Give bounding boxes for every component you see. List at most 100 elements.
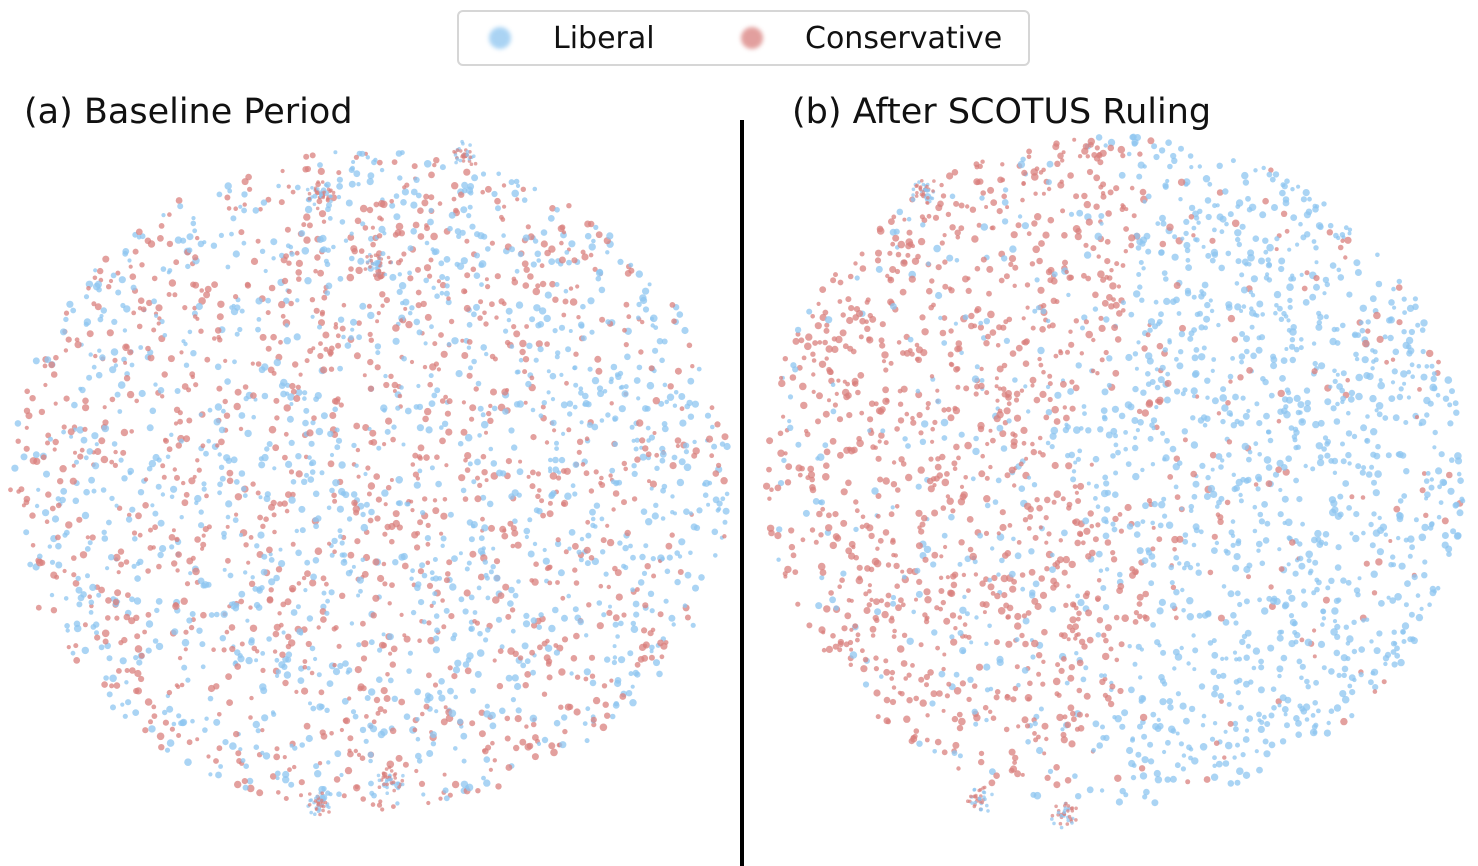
point-conservative <box>958 202 965 209</box>
point-liberal <box>776 526 783 533</box>
point-conservative <box>572 567 578 573</box>
point-liberal <box>213 718 221 726</box>
point-liberal <box>664 568 671 575</box>
point-conservative <box>795 464 803 472</box>
point-liberal <box>1432 445 1437 450</box>
point-liberal <box>341 334 346 340</box>
point-liberal <box>1179 645 1184 651</box>
point-liberal <box>155 483 162 490</box>
point-liberal <box>1192 667 1197 672</box>
point-liberal <box>572 365 577 371</box>
point-conservative <box>644 563 651 570</box>
point-liberal <box>351 564 356 569</box>
point-conservative <box>896 340 902 345</box>
point-liberal <box>357 257 365 265</box>
point-conservative <box>1268 167 1274 173</box>
point-conservative <box>162 719 169 726</box>
point-conservative <box>973 178 981 186</box>
point-liberal <box>437 576 443 581</box>
point-conservative <box>1139 188 1147 196</box>
point-liberal <box>541 736 549 744</box>
point-conservative <box>199 288 204 293</box>
point-conservative <box>422 364 428 370</box>
point-conservative <box>100 455 109 464</box>
point-conservative <box>1108 646 1114 652</box>
point-liberal <box>94 630 99 636</box>
point-conservative <box>399 612 404 618</box>
point-liberal <box>448 211 456 219</box>
point-liberal <box>1341 672 1347 678</box>
point-conservative <box>368 265 372 269</box>
point-liberal <box>1359 320 1364 325</box>
point-liberal <box>345 570 353 577</box>
point-liberal <box>458 596 465 603</box>
point-liberal <box>460 487 467 494</box>
point-conservative <box>318 689 325 696</box>
point-conservative <box>956 455 961 461</box>
point-liberal <box>1220 418 1226 425</box>
point-conservative <box>930 439 935 444</box>
point-liberal <box>1371 511 1377 517</box>
point-liberal <box>495 616 503 623</box>
point-conservative <box>200 611 207 619</box>
point-conservative <box>823 462 830 470</box>
point-liberal <box>1446 551 1452 557</box>
point-conservative <box>409 359 415 365</box>
point-liberal <box>1260 312 1265 317</box>
point-conservative <box>1062 405 1068 410</box>
point-liberal <box>466 213 472 219</box>
point-conservative <box>518 459 523 464</box>
point-liberal <box>1130 133 1137 141</box>
point-liberal <box>608 604 612 609</box>
point-liberal <box>454 228 462 235</box>
point-conservative <box>832 643 839 650</box>
point-conservative <box>23 407 31 414</box>
point-conservative <box>1067 172 1074 179</box>
point-conservative <box>558 256 566 264</box>
point-liberal <box>523 527 531 535</box>
point-liberal <box>1449 388 1455 395</box>
point-liberal <box>382 231 387 236</box>
point-conservative <box>1275 698 1282 705</box>
point-conservative <box>250 361 255 366</box>
point-liberal <box>356 182 361 187</box>
point-liberal <box>407 650 413 656</box>
point-liberal <box>509 246 515 253</box>
point-liberal <box>1325 585 1331 591</box>
point-conservative <box>832 402 839 408</box>
point-conservative <box>1129 185 1135 191</box>
point-liberal <box>404 407 412 415</box>
point-conservative <box>462 496 469 502</box>
point-liberal <box>117 409 123 414</box>
point-conservative <box>941 315 948 321</box>
point-liberal <box>1296 496 1303 503</box>
point-conservative <box>1147 137 1155 145</box>
point-liberal <box>1420 319 1428 327</box>
point-liberal <box>516 579 521 584</box>
point-conservative <box>274 746 280 752</box>
point-conservative <box>278 339 283 345</box>
point-liberal <box>328 792 333 797</box>
point-liberal <box>1170 152 1177 160</box>
point-liberal <box>393 193 400 199</box>
point-conservative <box>973 572 979 577</box>
point-liberal <box>1402 310 1407 315</box>
point-conservative <box>415 302 422 309</box>
point-conservative <box>967 546 974 553</box>
point-liberal <box>536 741 542 747</box>
point-liberal <box>977 532 983 539</box>
point-liberal <box>1386 317 1393 324</box>
point-liberal <box>482 559 488 565</box>
point-conservative <box>160 394 165 399</box>
point-liberal <box>1263 249 1269 255</box>
point-liberal <box>368 780 374 787</box>
point-conservative <box>939 453 946 461</box>
point-conservative <box>777 449 785 457</box>
point-conservative <box>280 168 285 174</box>
point-conservative <box>321 195 325 200</box>
point-conservative <box>439 437 446 445</box>
point-liberal <box>1351 619 1357 625</box>
point-conservative <box>922 556 929 563</box>
point-liberal <box>1203 493 1211 500</box>
point-conservative <box>645 451 652 458</box>
